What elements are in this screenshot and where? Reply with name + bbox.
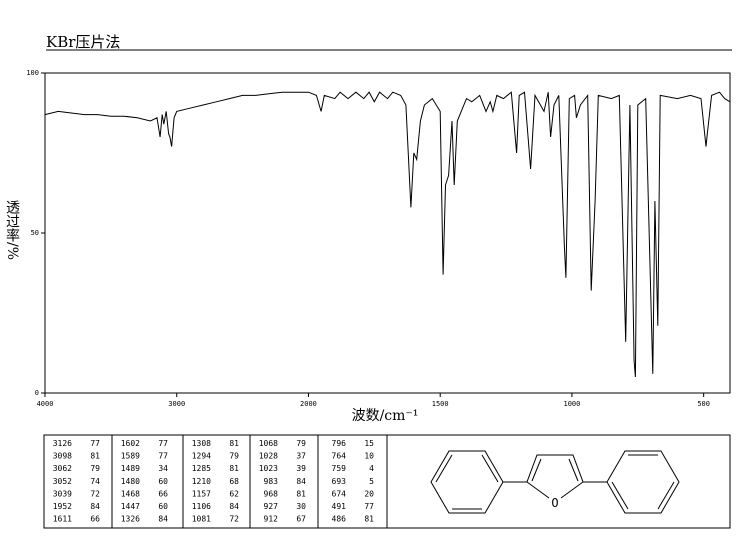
peak-wavenumber: 1028 <box>259 452 278 461</box>
peak-transmittance: 72 <box>90 489 100 498</box>
bond <box>657 481 675 510</box>
peak-transmittance: 62 <box>229 489 239 498</box>
peak-wavenumber: 1480 <box>121 477 140 486</box>
peak-wavenumber: 1489 <box>121 464 140 473</box>
peak-transmittance: 34 <box>158 464 168 473</box>
chart-title: KBr压片法 <box>46 33 120 51</box>
peak-transmittance: 81 <box>229 439 239 448</box>
peak-transmittance: 66 <box>158 489 168 498</box>
peak-transmittance: 60 <box>158 502 168 511</box>
peak-transmittance: 81 <box>296 489 306 498</box>
peak-transmittance: 30 <box>296 502 306 511</box>
peak-wavenumber: 1210 <box>192 477 211 486</box>
peak-transmittance: 79 <box>229 452 239 461</box>
x-tick-label: 3000 <box>168 400 185 408</box>
bond <box>531 458 542 482</box>
peak-transmittance: 79 <box>90 464 100 473</box>
peak-wavenumber: 1023 <box>259 464 278 473</box>
peak-transmittance: 79 <box>296 439 306 448</box>
peak-wavenumber: 1106 <box>192 502 211 511</box>
peak-wavenumber: 1326 <box>121 515 140 524</box>
x-tick-label: 1500 <box>432 400 449 408</box>
peak-transmittance: 77 <box>158 452 168 461</box>
peak-transmittance: 74 <box>90 477 100 486</box>
peak-wavenumber: 486 <box>332 515 347 524</box>
peak-wavenumber: 674 <box>332 489 347 498</box>
peak-transmittance: 77 <box>364 502 374 511</box>
peak-wavenumber: 927 <box>264 502 279 511</box>
peak-wavenumber: 1308 <box>192 439 211 448</box>
y-tick-label: 0 <box>35 389 39 397</box>
peak-wavenumber: 3126 <box>53 439 72 448</box>
peak-transmittance: 84 <box>229 502 239 511</box>
peak-transmittance: 10 <box>364 452 374 461</box>
peak-wavenumber: 1294 <box>192 452 211 461</box>
peak-wavenumber: 3098 <box>53 452 72 461</box>
y-tick-label: 50 <box>31 229 39 237</box>
peak-wavenumber: 1468 <box>121 489 140 498</box>
peak-wavenumber: 693 <box>332 477 347 486</box>
phenyl-ring <box>430 450 504 514</box>
peak-wavenumber: 968 <box>264 489 279 498</box>
peak-transmittance: 81 <box>364 515 374 524</box>
peak-transmittance: 37 <box>296 452 306 461</box>
furan-ring <box>526 454 584 499</box>
peak-wavenumber: 3062 <box>53 464 72 473</box>
peak-wavenumber: 1157 <box>192 489 211 498</box>
peak-wavenumber: 1447 <box>121 502 140 511</box>
peak-wavenumber: 1068 <box>259 439 278 448</box>
peak-wavenumber: 796 <box>332 439 347 448</box>
peak-wavenumber: 759 <box>332 464 347 473</box>
peak-wavenumber: 983 <box>264 477 279 486</box>
bond <box>568 458 579 482</box>
peak-wavenumber: 1952 <box>53 502 72 511</box>
peak-wavenumber: 1081 <box>192 515 211 524</box>
bond <box>611 481 629 510</box>
peak-transmittance: 84 <box>158 515 168 524</box>
peak-wavenumber: 912 <box>264 515 279 524</box>
peak-transmittance: 39 <box>296 464 306 473</box>
x-tick-label: 1000 <box>563 400 580 408</box>
y-tick-label: 100 <box>26 69 39 77</box>
peak-wavenumber: 3052 <box>53 477 72 486</box>
peak-transmittance: 84 <box>296 477 306 486</box>
peak-transmittance: 20 <box>364 489 374 498</box>
peak-wavenumber: 1611 <box>53 515 72 524</box>
peak-transmittance: 67 <box>296 515 306 524</box>
peak-transmittance: 15 <box>364 439 374 448</box>
peak-transmittance: 66 <box>90 515 100 524</box>
peak-transmittance: 68 <box>229 477 239 486</box>
peak-wavenumber: 764 <box>332 452 347 461</box>
peak-transmittance: 77 <box>158 439 168 448</box>
peak-wavenumber: 1602 <box>121 439 140 448</box>
peak-transmittance: 84 <box>90 502 100 511</box>
structure <box>430 450 680 514</box>
peak-transmittance: 5 <box>369 477 374 486</box>
bond <box>435 454 453 483</box>
x-axis-label: 波数/cm⁻¹ <box>352 408 419 424</box>
spectrum-line <box>44 91 731 378</box>
peak-transmittance: 72 <box>229 515 239 524</box>
peak-wavenumber: 3039 <box>53 489 72 498</box>
peak-transmittance: 81 <box>90 452 100 461</box>
x-tick-label: 500 <box>697 400 710 408</box>
peak-transmittance: 60 <box>158 477 168 486</box>
peak-wavenumber: 1589 <box>121 452 140 461</box>
peak-wavenumber: 1285 <box>192 464 211 473</box>
peak-transmittance: 4 <box>369 464 374 473</box>
bond <box>481 454 499 483</box>
x-tick-label: 4000 <box>37 400 54 408</box>
peak-transmittance: 81 <box>229 464 239 473</box>
y-axis-label: 透过率/% <box>4 200 20 260</box>
x-tick-label: 2000 <box>300 400 317 408</box>
phenyl-ring <box>606 450 680 514</box>
peak-wavenumber: 491 <box>332 502 347 511</box>
peak-transmittance: 77 <box>90 439 100 448</box>
atom-label: O <box>551 496 558 510</box>
